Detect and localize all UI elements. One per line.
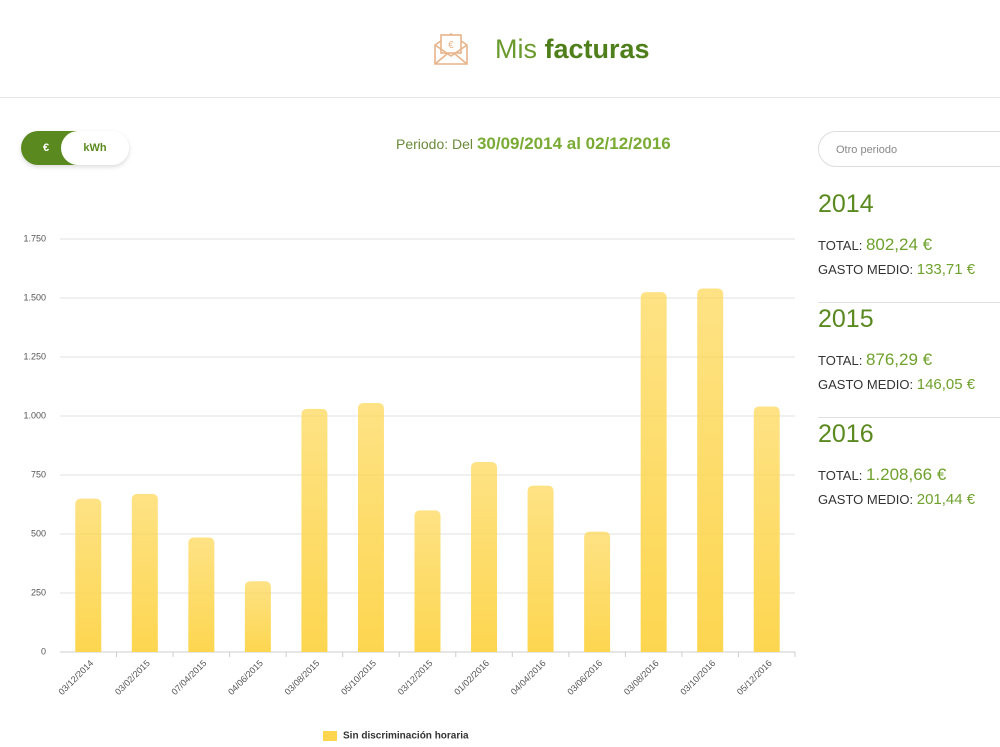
bar — [584, 531, 611, 652]
y-tick-label: 1.500 — [23, 292, 46, 302]
bar — [301, 408, 328, 652]
y-tick-label: 1.250 — [23, 351, 46, 361]
x-tick-label: 04/04/2016 — [509, 658, 548, 697]
period-label: Periodo: Del — [396, 136, 474, 152]
legend-label: Sin discriminación horaria — [343, 731, 469, 742]
bar — [527, 485, 554, 652]
bar — [131, 493, 158, 652]
bar — [357, 403, 384, 652]
bar — [414, 510, 441, 652]
x-tick-label: 03/10/2016 — [678, 658, 717, 697]
bar — [244, 581, 271, 652]
year: 2015 — [818, 305, 874, 333]
total-value: 876,29 € — [865, 350, 933, 369]
y-tick-label: 1.750 — [23, 233, 46, 243]
bar — [697, 288, 724, 652]
x-tick-label: 01/02/2016 — [452, 658, 491, 697]
separator — [818, 302, 1000, 303]
total-value: 802,24 € — [865, 235, 933, 254]
x-tick-label: 03/06/2016 — [565, 658, 604, 697]
average-label: GASTO MEDIO: — [818, 377, 914, 392]
bar — [753, 406, 780, 652]
chart: 0 250 500 750 1.000 1.250 1.500 1.750 03/12/2014… — [23, 233, 796, 742]
legend-swatch — [323, 731, 337, 741]
average-row: GASTO MEDIO: 146,05 € — [818, 376, 975, 393]
separator — [818, 417, 1000, 418]
x-tick-label: 03/08/2016 — [622, 658, 661, 697]
y-tick-label: 750 — [31, 469, 46, 479]
average-value: 146,05 € — [916, 376, 976, 393]
header: € Mis facturas — [0, 0, 1000, 98]
bar — [640, 292, 667, 652]
total-row: TOTAL: 802,24 € — [818, 235, 932, 255]
bar — [75, 498, 102, 652]
total-label: TOTAL: — [818, 238, 863, 253]
total-label: TOTAL: — [818, 353, 863, 368]
x-tick-label: 05/12/2016 — [735, 658, 774, 697]
x-tick-label: 03/08/2015 — [283, 658, 322, 697]
page-title: Mis facturas — [495, 34, 650, 65]
period-range: 30/09/2014 al 02/12/2016 — [476, 134, 671, 153]
y-tick-label: 250 — [31, 587, 46, 597]
year-summary: 2014 TOTAL: 802,24 € GASTO MEDIO: 133,71 € — [818, 190, 1000, 305]
invoice-icon: € — [434, 33, 468, 65]
y-tick-label: 0 — [41, 646, 46, 656]
y-tick-label: 500 — [31, 528, 46, 538]
svg-text:€: € — [448, 40, 454, 51]
average-row: GASTO MEDIO: 201,44 € — [818, 491, 975, 508]
unit-toggle[interactable]: € kWh — [21, 131, 129, 165]
x-tick-label: 04/06/2015 — [226, 658, 265, 697]
total-row: TOTAL: 1.208,66 € — [818, 465, 946, 485]
average-row: GASTO MEDIO: 133,71 € — [818, 261, 975, 278]
toggle-kwh[interactable]: kWh — [61, 131, 129, 165]
x-tick-label: 03/02/2015 — [113, 658, 152, 697]
average-value: 133,71 € — [916, 261, 976, 278]
average-value: 201,44 € — [916, 491, 976, 508]
year-summary: 2016 TOTAL: 1.208,66 € GASTO MEDIO: 201,44… — [818, 420, 1000, 535]
x-tick-label: 07/04/2015 — [170, 658, 209, 697]
title-bold: facturas — [544, 34, 650, 64]
bar — [188, 537, 215, 652]
year: 2016 — [818, 420, 874, 448]
average-label: GASTO MEDIO: — [818, 262, 914, 277]
year: 2014 — [818, 190, 874, 218]
x-tick-label: 03/12/2014 — [56, 658, 95, 697]
year-summary: 2015 TOTAL: 876,29 € GASTO MEDIO: 146,05 € — [818, 305, 1000, 420]
title-light: Mis — [495, 34, 537, 64]
bar — [471, 462, 498, 652]
average-label: GASTO MEDIO: — [818, 492, 914, 507]
y-tick-label: 1.000 — [23, 410, 46, 420]
total-label: TOTAL: — [818, 468, 863, 483]
period-input[interactable]: Otro periodo — [818, 131, 1000, 167]
period: Periodo: Del 30/09/2014 al 02/12/2016 — [396, 134, 671, 154]
x-tick-label: 05/10/2015 — [339, 658, 378, 697]
total-row: TOTAL: 876,29 € — [818, 350, 932, 370]
x-tick-label: 03/12/2015 — [396, 658, 435, 697]
total-value: 1.208,66 € — [865, 465, 947, 484]
